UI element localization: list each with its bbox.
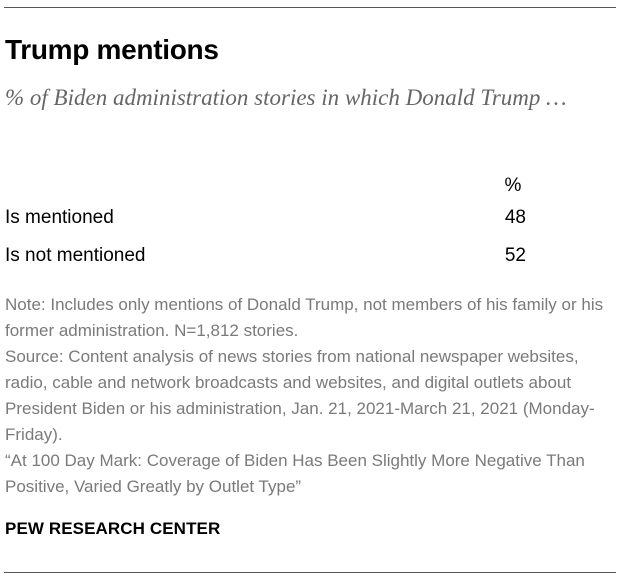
row-label-is-not-mentioned: Is not mentioned <box>5 245 146 266</box>
source-text: Source: Content analysis of news stories… <box>5 347 595 444</box>
brand-logo-text: PEW RESEARCH CENTER <box>5 519 221 538</box>
row-value-is-mentioned: 48 <box>504 207 526 228</box>
report-title-text: “At 100 Day Mark: Coverage of Biden Has … <box>5 451 585 496</box>
notes-block: Note: Includes only mentions of Donald T… <box>5 292 610 500</box>
bottom-rule <box>4 572 616 573</box>
column-header-percent: % <box>504 175 522 196</box>
top-rule <box>4 7 616 8</box>
row-value-is-not-mentioned: 52 <box>504 245 526 266</box>
chart-subtitle: % of Biden administration stories in whi… <box>5 85 567 110</box>
row-label-is-mentioned: Is mentioned <box>5 207 114 228</box>
data-table: % Is mentioned 48 Is not mentioned 52 <box>5 175 526 266</box>
chart-title: Trump mentions <box>5 34 219 65</box>
note-text: Note: Includes only mentions of Donald T… <box>5 295 604 340</box>
